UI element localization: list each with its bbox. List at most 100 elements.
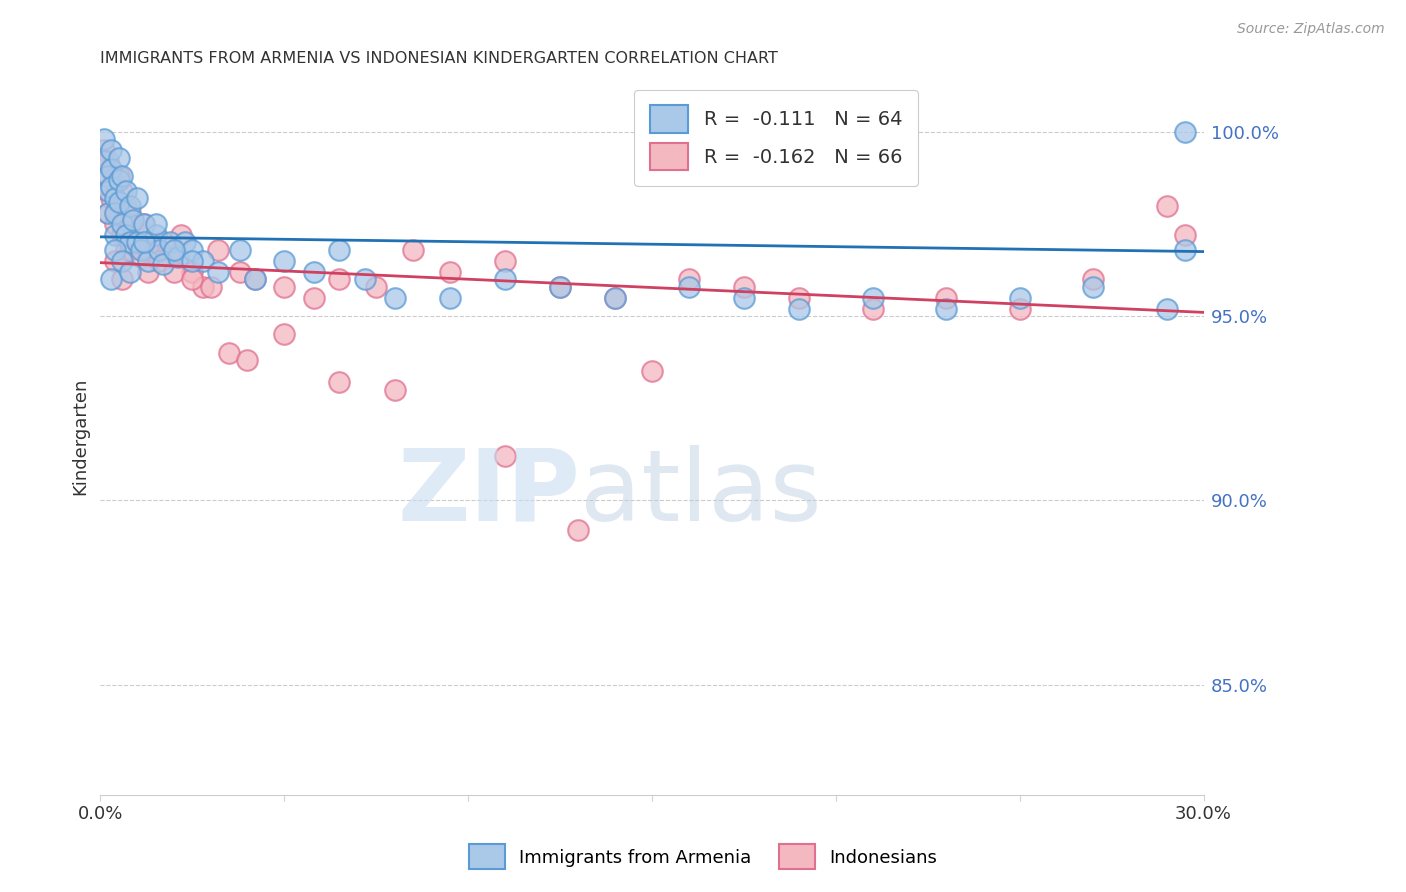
Point	[111, 184, 134, 198]
Point	[104, 243, 127, 257]
Point	[236, 353, 259, 368]
Point	[193, 279, 215, 293]
Point	[678, 279, 700, 293]
Point	[148, 253, 170, 268]
Point	[127, 235, 149, 250]
Point	[111, 169, 134, 183]
Point	[145, 227, 167, 242]
Point	[97, 184, 120, 198]
Point	[787, 291, 810, 305]
Point	[115, 243, 138, 257]
Point	[129, 243, 152, 257]
Point	[174, 235, 197, 250]
Point	[118, 265, 141, 279]
Point	[136, 243, 159, 257]
Point	[207, 243, 229, 257]
Point	[100, 143, 122, 157]
Point	[104, 217, 127, 231]
Point	[107, 206, 129, 220]
Point	[145, 217, 167, 231]
Point	[200, 279, 222, 293]
Point	[548, 279, 571, 293]
Point	[166, 250, 188, 264]
Legend: R =  -0.111   N = 64, R =  -0.162   N = 66: R = -0.111 N = 64, R = -0.162 N = 66	[634, 90, 918, 186]
Point	[181, 265, 204, 279]
Point	[107, 169, 129, 183]
Point	[100, 272, 122, 286]
Point	[136, 265, 159, 279]
Point	[93, 132, 115, 146]
Point	[93, 154, 115, 169]
Point	[122, 220, 145, 235]
Point	[100, 191, 122, 205]
Point	[118, 206, 141, 220]
Point	[862, 301, 884, 316]
Point	[115, 227, 138, 242]
Point	[207, 265, 229, 279]
Point	[104, 206, 127, 220]
Point	[787, 301, 810, 316]
Point	[548, 279, 571, 293]
Point	[163, 243, 186, 257]
Point	[97, 206, 120, 220]
Point	[127, 235, 149, 250]
Point	[100, 161, 122, 176]
Point	[159, 235, 181, 250]
Point	[159, 250, 181, 264]
Point	[122, 213, 145, 227]
Point	[97, 154, 120, 169]
Point	[127, 235, 149, 250]
Point	[1174, 125, 1197, 139]
Point	[134, 217, 156, 231]
Point	[243, 272, 266, 286]
Point	[1008, 301, 1031, 316]
Y-axis label: Kindergarten: Kindergarten	[72, 377, 89, 494]
Point	[243, 272, 266, 286]
Point	[733, 291, 755, 305]
Point	[384, 291, 406, 305]
Point	[328, 272, 350, 286]
Point	[170, 227, 193, 242]
Point	[439, 265, 461, 279]
Point	[118, 243, 141, 257]
Point	[100, 161, 122, 176]
Point	[107, 172, 129, 186]
Point	[97, 206, 120, 220]
Point	[93, 169, 115, 183]
Text: IMMIGRANTS FROM ARMENIA VS INDONESIAN KINDERGARTEN CORRELATION CHART: IMMIGRANTS FROM ARMENIA VS INDONESIAN KI…	[100, 51, 779, 66]
Point	[1174, 227, 1197, 242]
Point	[118, 235, 141, 250]
Legend: Immigrants from Armenia, Indonesians: Immigrants from Armenia, Indonesians	[460, 835, 946, 879]
Point	[494, 272, 516, 286]
Point	[181, 272, 204, 286]
Point	[641, 364, 664, 378]
Point	[193, 253, 215, 268]
Point	[733, 279, 755, 293]
Point	[328, 376, 350, 390]
Point	[100, 180, 122, 194]
Point	[181, 253, 204, 268]
Point	[111, 227, 134, 242]
Point	[229, 243, 252, 257]
Point	[118, 198, 141, 212]
Point	[605, 291, 627, 305]
Point	[302, 291, 325, 305]
Point	[111, 253, 134, 268]
Point	[104, 191, 127, 205]
Point	[494, 449, 516, 463]
Point	[111, 272, 134, 286]
Point	[104, 227, 127, 242]
Point	[107, 194, 129, 209]
Point	[366, 279, 388, 293]
Text: Source: ZipAtlas.com: Source: ZipAtlas.com	[1237, 22, 1385, 37]
Text: atlas: atlas	[581, 445, 823, 541]
Point	[115, 184, 138, 198]
Point	[134, 217, 156, 231]
Point	[439, 291, 461, 305]
Point	[152, 235, 174, 250]
Point	[136, 253, 159, 268]
Point	[111, 217, 134, 231]
Point	[273, 327, 295, 342]
Point	[104, 253, 127, 268]
Point	[152, 258, 174, 272]
